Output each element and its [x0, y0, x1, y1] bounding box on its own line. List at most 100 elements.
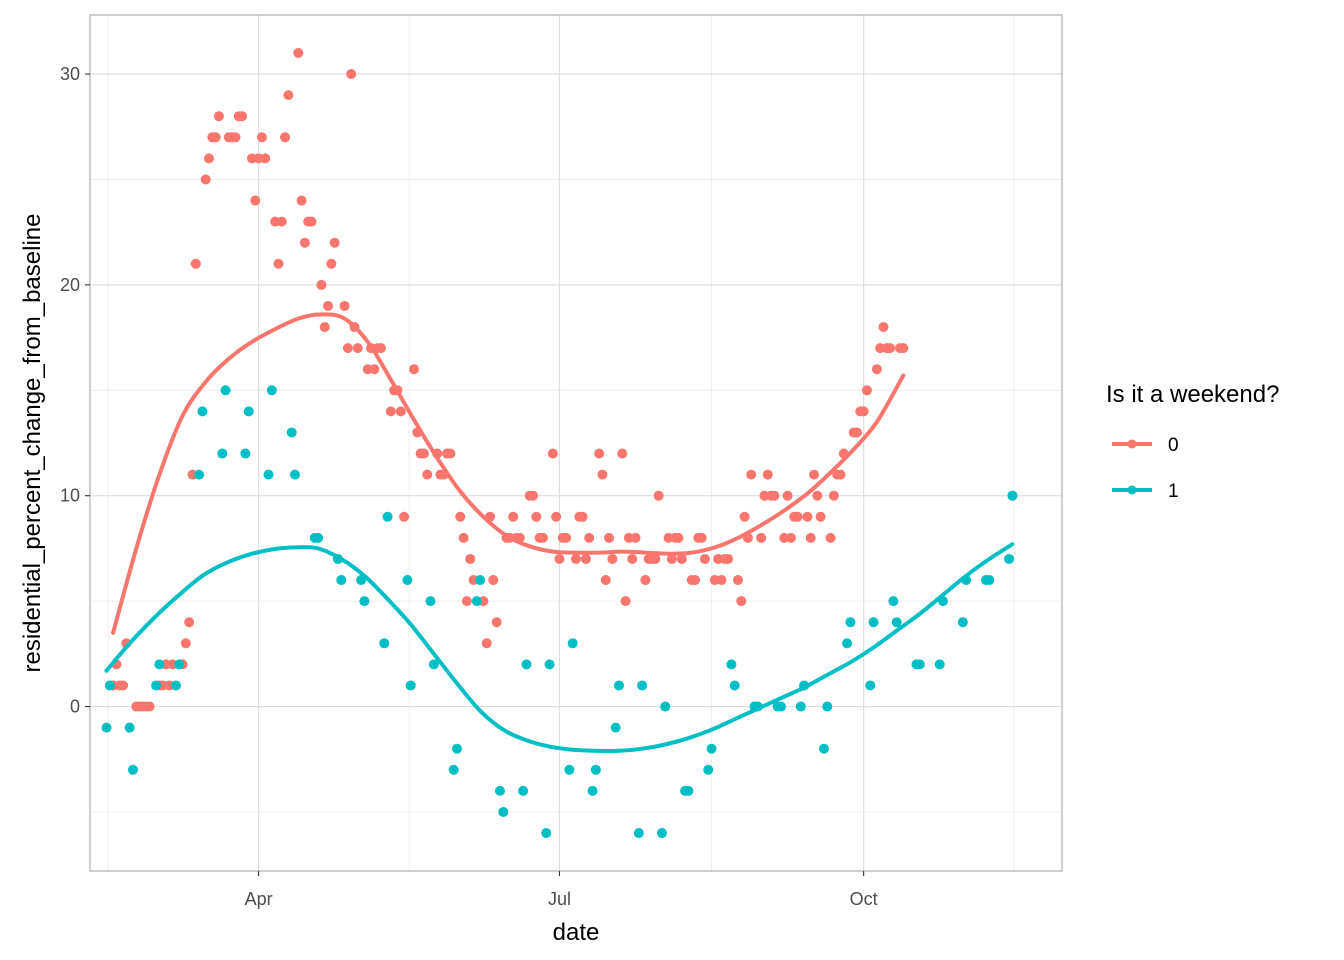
- data-point-series-1: [683, 785, 694, 796]
- y-axis: 0 10 20 30: [60, 64, 90, 717]
- data-point-series-1: [845, 617, 856, 628]
- data-point-series-1: [475, 575, 486, 586]
- data-point-series-0: [769, 490, 780, 501]
- data-point-series-0: [782, 490, 793, 501]
- data-point-series-0: [237, 111, 248, 122]
- data-point-series-0: [871, 364, 882, 375]
- data-point-series-0: [481, 638, 492, 649]
- data-point-series-0: [577, 511, 588, 522]
- data-point-series-0: [537, 532, 548, 543]
- data-point-series-1: [891, 617, 902, 628]
- data-point-series-0: [299, 237, 310, 248]
- data-point-series-1: [382, 511, 393, 522]
- x-tick-label: Oct: [850, 889, 878, 909]
- y-axis-title: residential_percent_change_from_baseline: [19, 214, 46, 673]
- data-point-series-0: [346, 69, 357, 80]
- data-point-series-1: [795, 701, 806, 712]
- data-point-series-0: [746, 469, 757, 480]
- data-point-series-1: [405, 680, 416, 691]
- data-point-series-0: [600, 575, 611, 586]
- major-gridlines: [90, 15, 1062, 871]
- data-point-series-1: [865, 680, 876, 691]
- scatter-points: [101, 47, 1018, 839]
- data-point-series-0: [547, 448, 558, 459]
- data-point-series-0: [676, 553, 687, 564]
- data-point-series-0: [858, 406, 869, 417]
- data-point-series-0: [418, 448, 429, 459]
- legend-title: Is it a weekend?: [1106, 381, 1279, 408]
- data-point-series-0: [617, 448, 628, 459]
- data-point-series-0: [604, 532, 615, 543]
- data-point-series-0: [488, 575, 499, 586]
- plot-panel: [89, 14, 1063, 872]
- data-point-series-1: [567, 638, 578, 649]
- data-point-series-1: [703, 764, 714, 775]
- data-point-series-0: [594, 448, 605, 459]
- data-point-series-0: [256, 132, 267, 143]
- data-point-series-0: [640, 575, 651, 586]
- data-point-series-1: [286, 427, 297, 438]
- data-point-series-0: [144, 701, 155, 712]
- data-point-series-1: [451, 743, 462, 754]
- y-tick-label: 30: [60, 64, 80, 84]
- data-point-series-0: [352, 343, 363, 354]
- data-point-series-0: [571, 553, 581, 564]
- data-point-series-0: [620, 596, 631, 607]
- data-point-series-0: [812, 490, 823, 501]
- legend-key-point-0: [1127, 439, 1137, 449]
- data-point-series-1: [448, 764, 459, 775]
- data-point-series-1: [822, 701, 833, 712]
- data-point-series-1: [706, 743, 717, 754]
- data-point-series-1: [660, 701, 671, 712]
- x-tick-label: Apr: [245, 889, 273, 909]
- data-point-series-1: [726, 659, 737, 670]
- legend-label-1: 1: [1168, 481, 1179, 502]
- data-point-series-0: [792, 511, 803, 522]
- data-point-series-1: [541, 828, 552, 839]
- data-point-series-0: [465, 553, 476, 564]
- data-point-series-0: [461, 596, 472, 607]
- data-point-series-1: [170, 680, 181, 691]
- data-point-series-0: [898, 343, 909, 354]
- data-point-series-1: [471, 596, 482, 607]
- data-point-series-0: [293, 47, 304, 58]
- data-point-series-1: [194, 469, 205, 480]
- data-point-series-1: [379, 638, 390, 649]
- data-point-series-1: [984, 575, 995, 586]
- data-point-series-0: [204, 153, 215, 164]
- data-point-series-0: [809, 469, 820, 480]
- data-point-series-0: [296, 195, 307, 206]
- legend-key-point-1: [1127, 485, 1137, 495]
- data-point-series-1: [197, 406, 208, 417]
- data-point-series-1: [518, 785, 529, 796]
- data-point-series-1: [101, 722, 112, 733]
- data-point-series-0: [422, 469, 433, 480]
- data-point-series-0: [861, 385, 872, 396]
- data-point-series-0: [835, 469, 846, 480]
- smooth-lines: [104, 312, 1015, 754]
- data-point-series-0: [375, 343, 386, 354]
- data-point-series-0: [802, 511, 813, 522]
- data-point-series-0: [180, 638, 191, 649]
- data-point-series-0: [716, 575, 727, 586]
- data-point-series-1: [729, 680, 740, 691]
- data-point-series-0: [200, 174, 211, 185]
- data-point-series-0: [399, 511, 410, 522]
- data-point-series-1: [587, 785, 598, 796]
- data-point-series-0: [283, 90, 294, 101]
- y-tick-label: 20: [60, 275, 80, 295]
- data-point-series-1: [240, 448, 251, 459]
- data-point-series-1: [263, 469, 274, 480]
- legend-label-0: 0: [1168, 435, 1179, 456]
- data-point-series-1: [842, 638, 853, 649]
- data-point-series-0: [554, 553, 565, 564]
- y-tick-label: 10: [60, 486, 80, 506]
- data-point-series-1: [633, 828, 644, 839]
- data-point-series-0: [306, 216, 317, 227]
- x-tick-label: Jul: [548, 889, 571, 909]
- data-point-series-1: [494, 785, 505, 796]
- data-point-series-0: [323, 300, 334, 311]
- data-point-series-0: [250, 195, 261, 206]
- data-point-series-0: [736, 596, 747, 607]
- data-point-series-1: [428, 659, 439, 670]
